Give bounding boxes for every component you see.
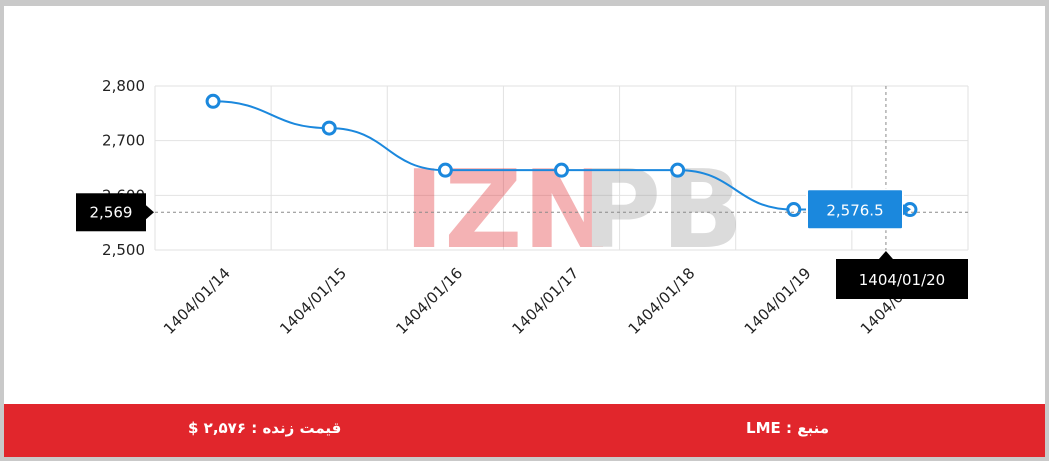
live-price-label: قیمت زنده : ۲,۵۷۶ $ [188,419,342,437]
data-point [670,162,686,178]
x-tick-label: 1404/01/15 [276,264,350,338]
grid [154,85,969,251]
source-label: منبع : LME [746,419,829,437]
crosshair-x-label: 1404/01/20 [859,271,945,289]
footer-bar: قیمت زنده : ۲,۵۷۶ $ منبع : LME [4,404,1045,457]
crosshair-x-label-box [836,259,968,299]
point-tooltip-pointer [903,204,911,216]
x-tick-label: 1404/01/18 [625,264,699,338]
x-tick-label: 1404/01/19 [741,264,815,338]
data-point [554,162,569,178]
data-point [321,120,337,136]
crosshair: 2,569 1404/01/20 2,576.5 [76,86,968,299]
watermark-logo: IZN PB [404,148,743,273]
point-tooltip-label: 2,576.5 [826,201,883,219]
y-tick-label: 2,500 [102,241,145,259]
x-tick-label: 1404/01/16 [392,264,466,338]
data-point [205,93,221,109]
y-tick-label: 2,800 [102,77,145,95]
crosshair-y-label-box [76,193,146,232]
x-axis-ticks: 1404/01/14 1404/01/15 1404/01/16 1404/01/17… [160,264,931,338]
data-point [437,162,453,178]
data-point [786,202,802,218]
watermark-right: PB [582,148,743,273]
crosshair-x-label-pointer [878,251,893,259]
x-tick-label: 1404/01/14 [160,264,234,338]
crosshair-y-label-pointer [146,205,154,220]
y-tick-label: 2,700 [102,132,145,150]
x-tick-label: 1404/01/17 [508,264,582,338]
crosshair-y-label: 2,569 [90,203,133,221]
